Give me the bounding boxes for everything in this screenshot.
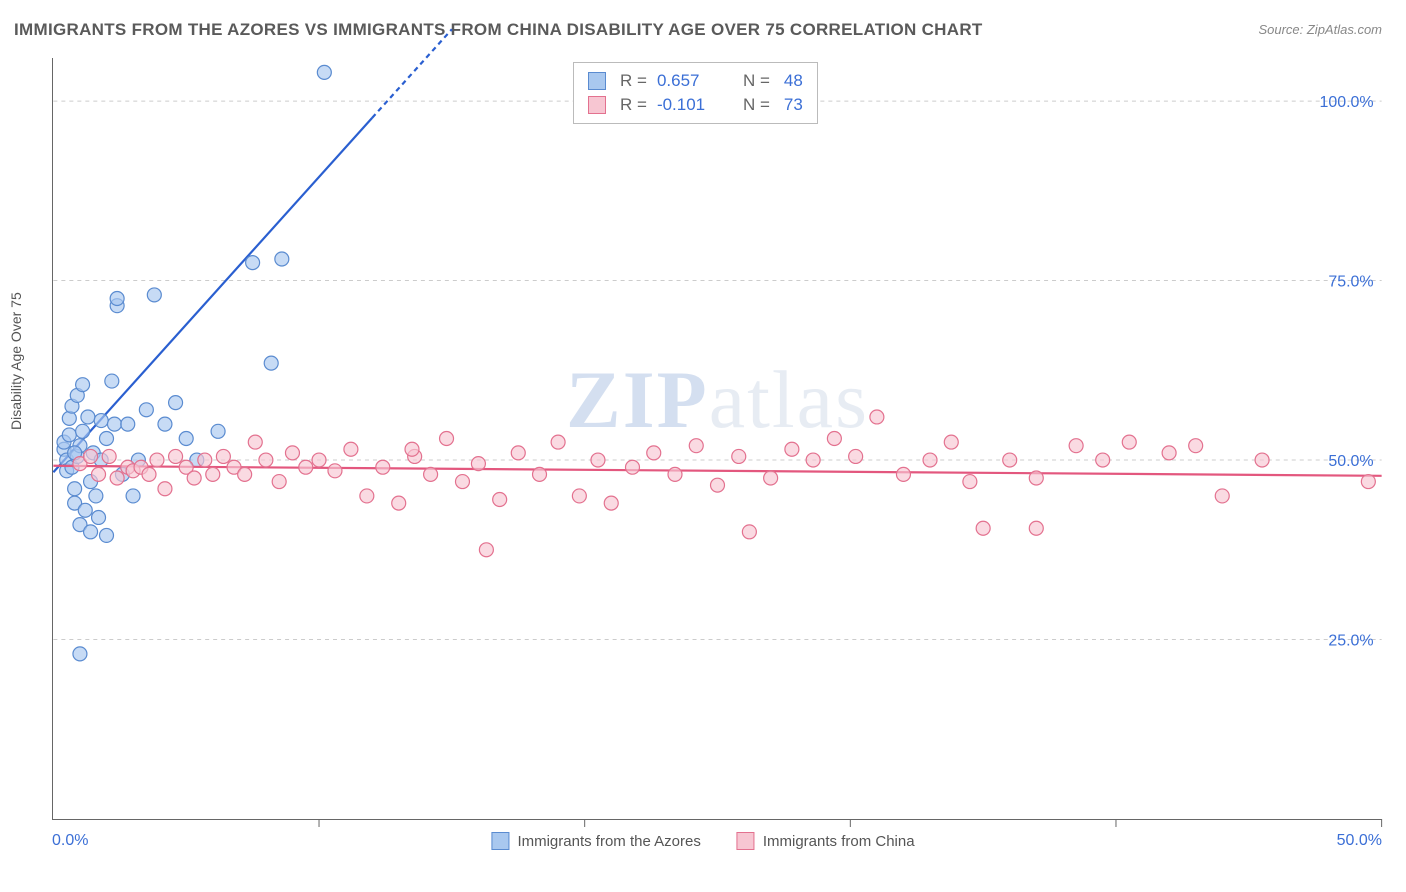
r-value: -0.101	[657, 95, 721, 115]
r-label: R =	[620, 95, 647, 115]
r-value: 0.657	[657, 71, 721, 91]
legend-swatch	[588, 72, 606, 90]
legend-item: Immigrants from the Azores	[491, 832, 700, 850]
legend-item: Immigrants from China	[737, 832, 915, 850]
chart-title: IMMIGRANTS FROM THE AZORES VS IMMIGRANTS…	[14, 20, 983, 40]
svg-text:100.0%: 100.0%	[1319, 94, 1373, 111]
r-label: R =	[620, 71, 647, 91]
x-axis-max-label: 50.0%	[1337, 832, 1382, 850]
svg-text:25.0%: 25.0%	[1328, 633, 1373, 650]
y-axis-label: Disability Age Over 75	[8, 292, 24, 430]
legend-swatch	[588, 96, 606, 114]
legend-row: R = 0.657 N = 48	[588, 69, 803, 93]
plot-area: ZIPatlas 25.0%50.0%75.0%100.0% R = 0.657…	[52, 58, 1382, 820]
legend-swatch	[737, 832, 755, 850]
legend-swatch	[491, 832, 509, 850]
n-label: N =	[743, 95, 770, 115]
source-attribution: Source: ZipAtlas.com	[1258, 22, 1382, 37]
correlation-legend: R = 0.657 N = 48 R = -0.101 N = 73	[573, 62, 818, 124]
n-value: 73	[784, 95, 803, 115]
svg-text:50.0%: 50.0%	[1328, 453, 1373, 470]
legend-label: Immigrants from the Azores	[517, 833, 700, 850]
svg-text:75.0%: 75.0%	[1328, 274, 1373, 291]
x-axis-min-label: 0.0%	[52, 832, 88, 850]
legend-label: Immigrants from China	[763, 833, 915, 850]
n-label: N =	[743, 71, 770, 91]
series-legend: Immigrants from the Azores Immigrants fro…	[491, 832, 914, 850]
legend-row: R = -0.101 N = 73	[588, 93, 803, 117]
chart-svg: 25.0% 50.0% 75.0% 100.0%	[53, 58, 1382, 819]
n-value: 48	[784, 71, 803, 91]
